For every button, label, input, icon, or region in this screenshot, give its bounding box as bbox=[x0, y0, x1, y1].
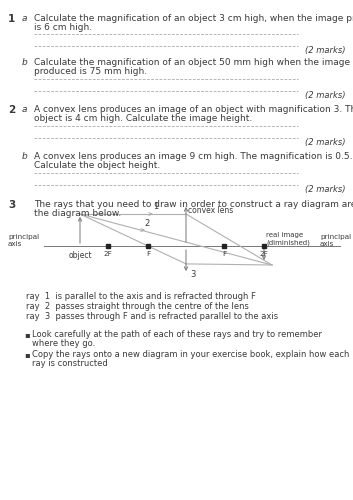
Text: ray is constructed: ray is constructed bbox=[32, 359, 108, 368]
Text: A convex lens produces an image 9 cm high. The magnification is 0.5.: A convex lens produces an image 9 cm hig… bbox=[34, 152, 353, 161]
Text: a: a bbox=[22, 14, 28, 23]
Text: The rays that you need to draw in order to construct a ray diagram are shown in: The rays that you need to draw in order … bbox=[34, 200, 353, 209]
Text: the diagram below.: the diagram below. bbox=[34, 209, 121, 218]
Text: 1: 1 bbox=[8, 14, 15, 24]
Text: Calculate the magnification of an object 3 cm high, when the image produced: Calculate the magnification of an object… bbox=[34, 14, 353, 23]
Text: real image
(diminished): real image (diminished) bbox=[266, 232, 310, 245]
Text: (2 marks): (2 marks) bbox=[305, 185, 346, 194]
Text: (2 marks): (2 marks) bbox=[305, 138, 346, 147]
Text: ▪: ▪ bbox=[24, 350, 30, 359]
Text: is 6 cm high.: is 6 cm high. bbox=[34, 23, 92, 32]
Text: F: F bbox=[222, 251, 226, 257]
Text: b: b bbox=[22, 58, 28, 67]
Text: ray  3  passes through F and is refracted parallel to the axis: ray 3 passes through F and is refracted … bbox=[26, 312, 278, 321]
Text: produced is 75 mm high.: produced is 75 mm high. bbox=[34, 67, 147, 76]
Text: 3: 3 bbox=[190, 270, 195, 279]
Text: 1: 1 bbox=[153, 202, 158, 211]
Text: Copy the rays onto a new diagram in your exercise book, explain how each: Copy the rays onto a new diagram in your… bbox=[32, 350, 349, 359]
Text: a: a bbox=[22, 105, 28, 114]
Text: object is 4 cm high. Calculate the image height.: object is 4 cm high. Calculate the image… bbox=[34, 114, 252, 123]
Text: ray  1  is parallel to the axis and is refracted through F: ray 1 is parallel to the axis and is ref… bbox=[26, 292, 256, 301]
Text: 3: 3 bbox=[8, 200, 15, 210]
Text: Calculate the magnification of an object 50 mm high when the image: Calculate the magnification of an object… bbox=[34, 58, 350, 67]
Text: principal
axis: principal axis bbox=[320, 234, 351, 248]
Text: object: object bbox=[68, 251, 92, 260]
Text: where they go.: where they go. bbox=[32, 339, 95, 348]
Text: (2 marks): (2 marks) bbox=[305, 46, 346, 55]
Text: A convex lens produces an image of an object with magnification 3. The: A convex lens produces an image of an ob… bbox=[34, 105, 353, 114]
Text: Look carefully at the path of each of these rays and try to remember: Look carefully at the path of each of th… bbox=[32, 330, 322, 339]
Text: ray  2  passes straight through the centre of the lens: ray 2 passes straight through the centre… bbox=[26, 302, 249, 311]
Text: ▪: ▪ bbox=[24, 330, 30, 339]
Text: 2: 2 bbox=[8, 105, 15, 115]
Text: b: b bbox=[22, 152, 28, 161]
Text: 2F: 2F bbox=[259, 251, 268, 257]
Text: F: F bbox=[146, 251, 150, 257]
Text: principal
axis: principal axis bbox=[8, 234, 39, 248]
Text: (2 marks): (2 marks) bbox=[305, 91, 346, 100]
Text: convex lens: convex lens bbox=[188, 206, 233, 215]
Text: 2: 2 bbox=[144, 219, 150, 228]
Text: Calculate the object height.: Calculate the object height. bbox=[34, 161, 160, 170]
Text: 2F: 2F bbox=[104, 251, 112, 257]
